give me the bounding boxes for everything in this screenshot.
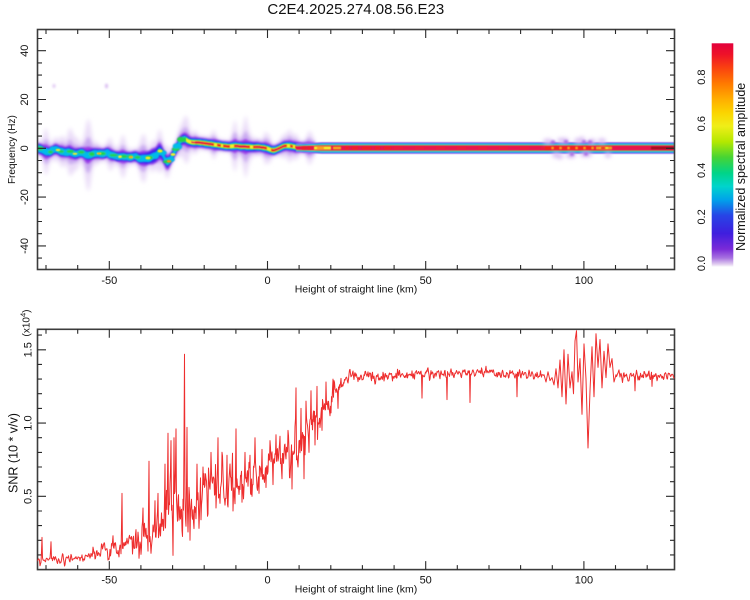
svg-text:0.5: 0.5 [23, 489, 35, 504]
svg-text:Frequency (Hz): Frequency (Hz) [7, 115, 18, 184]
svg-text:50: 50 [420, 275, 432, 287]
svg-text:0: 0 [19, 145, 31, 151]
svg-text:0.2: 0.2 [696, 209, 708, 224]
svg-text:1.0: 1.0 [23, 415, 35, 430]
svg-text:0: 0 [264, 575, 270, 587]
svg-text:100: 100 [575, 275, 593, 287]
svg-text:-20: -20 [19, 189, 31, 205]
svg-text:C2E4.2025.274.08.56.E23: C2E4.2025.274.08.56.E23 [267, 1, 444, 18]
svg-text:SNR (10 * v/v): SNR (10 * v/v) [7, 413, 21, 493]
svg-text:-50: -50 [101, 275, 117, 287]
svg-text:Height of straight line (km): Height of straight line (km) [295, 283, 418, 295]
svg-text:-50: -50 [101, 575, 117, 587]
svg-text:Height of straight line (km): Height of straight line (km) [295, 583, 418, 595]
svg-text:Normalized spectral amplitude: Normalized spectral amplitude [734, 83, 748, 251]
svg-text:40: 40 [19, 45, 31, 57]
svg-text:0.0: 0.0 [696, 256, 708, 271]
svg-text:0.8: 0.8 [696, 69, 708, 84]
svg-text:0.6: 0.6 [696, 116, 708, 131]
svg-text:20: 20 [19, 93, 31, 105]
svg-text:50: 50 [420, 575, 432, 587]
svg-text:-40: -40 [19, 238, 31, 254]
svg-text:1.5: 1.5 [23, 342, 35, 357]
svg-text:0: 0 [264, 275, 270, 287]
svg-text:100: 100 [575, 575, 593, 587]
svg-text:0.4: 0.4 [696, 163, 708, 178]
